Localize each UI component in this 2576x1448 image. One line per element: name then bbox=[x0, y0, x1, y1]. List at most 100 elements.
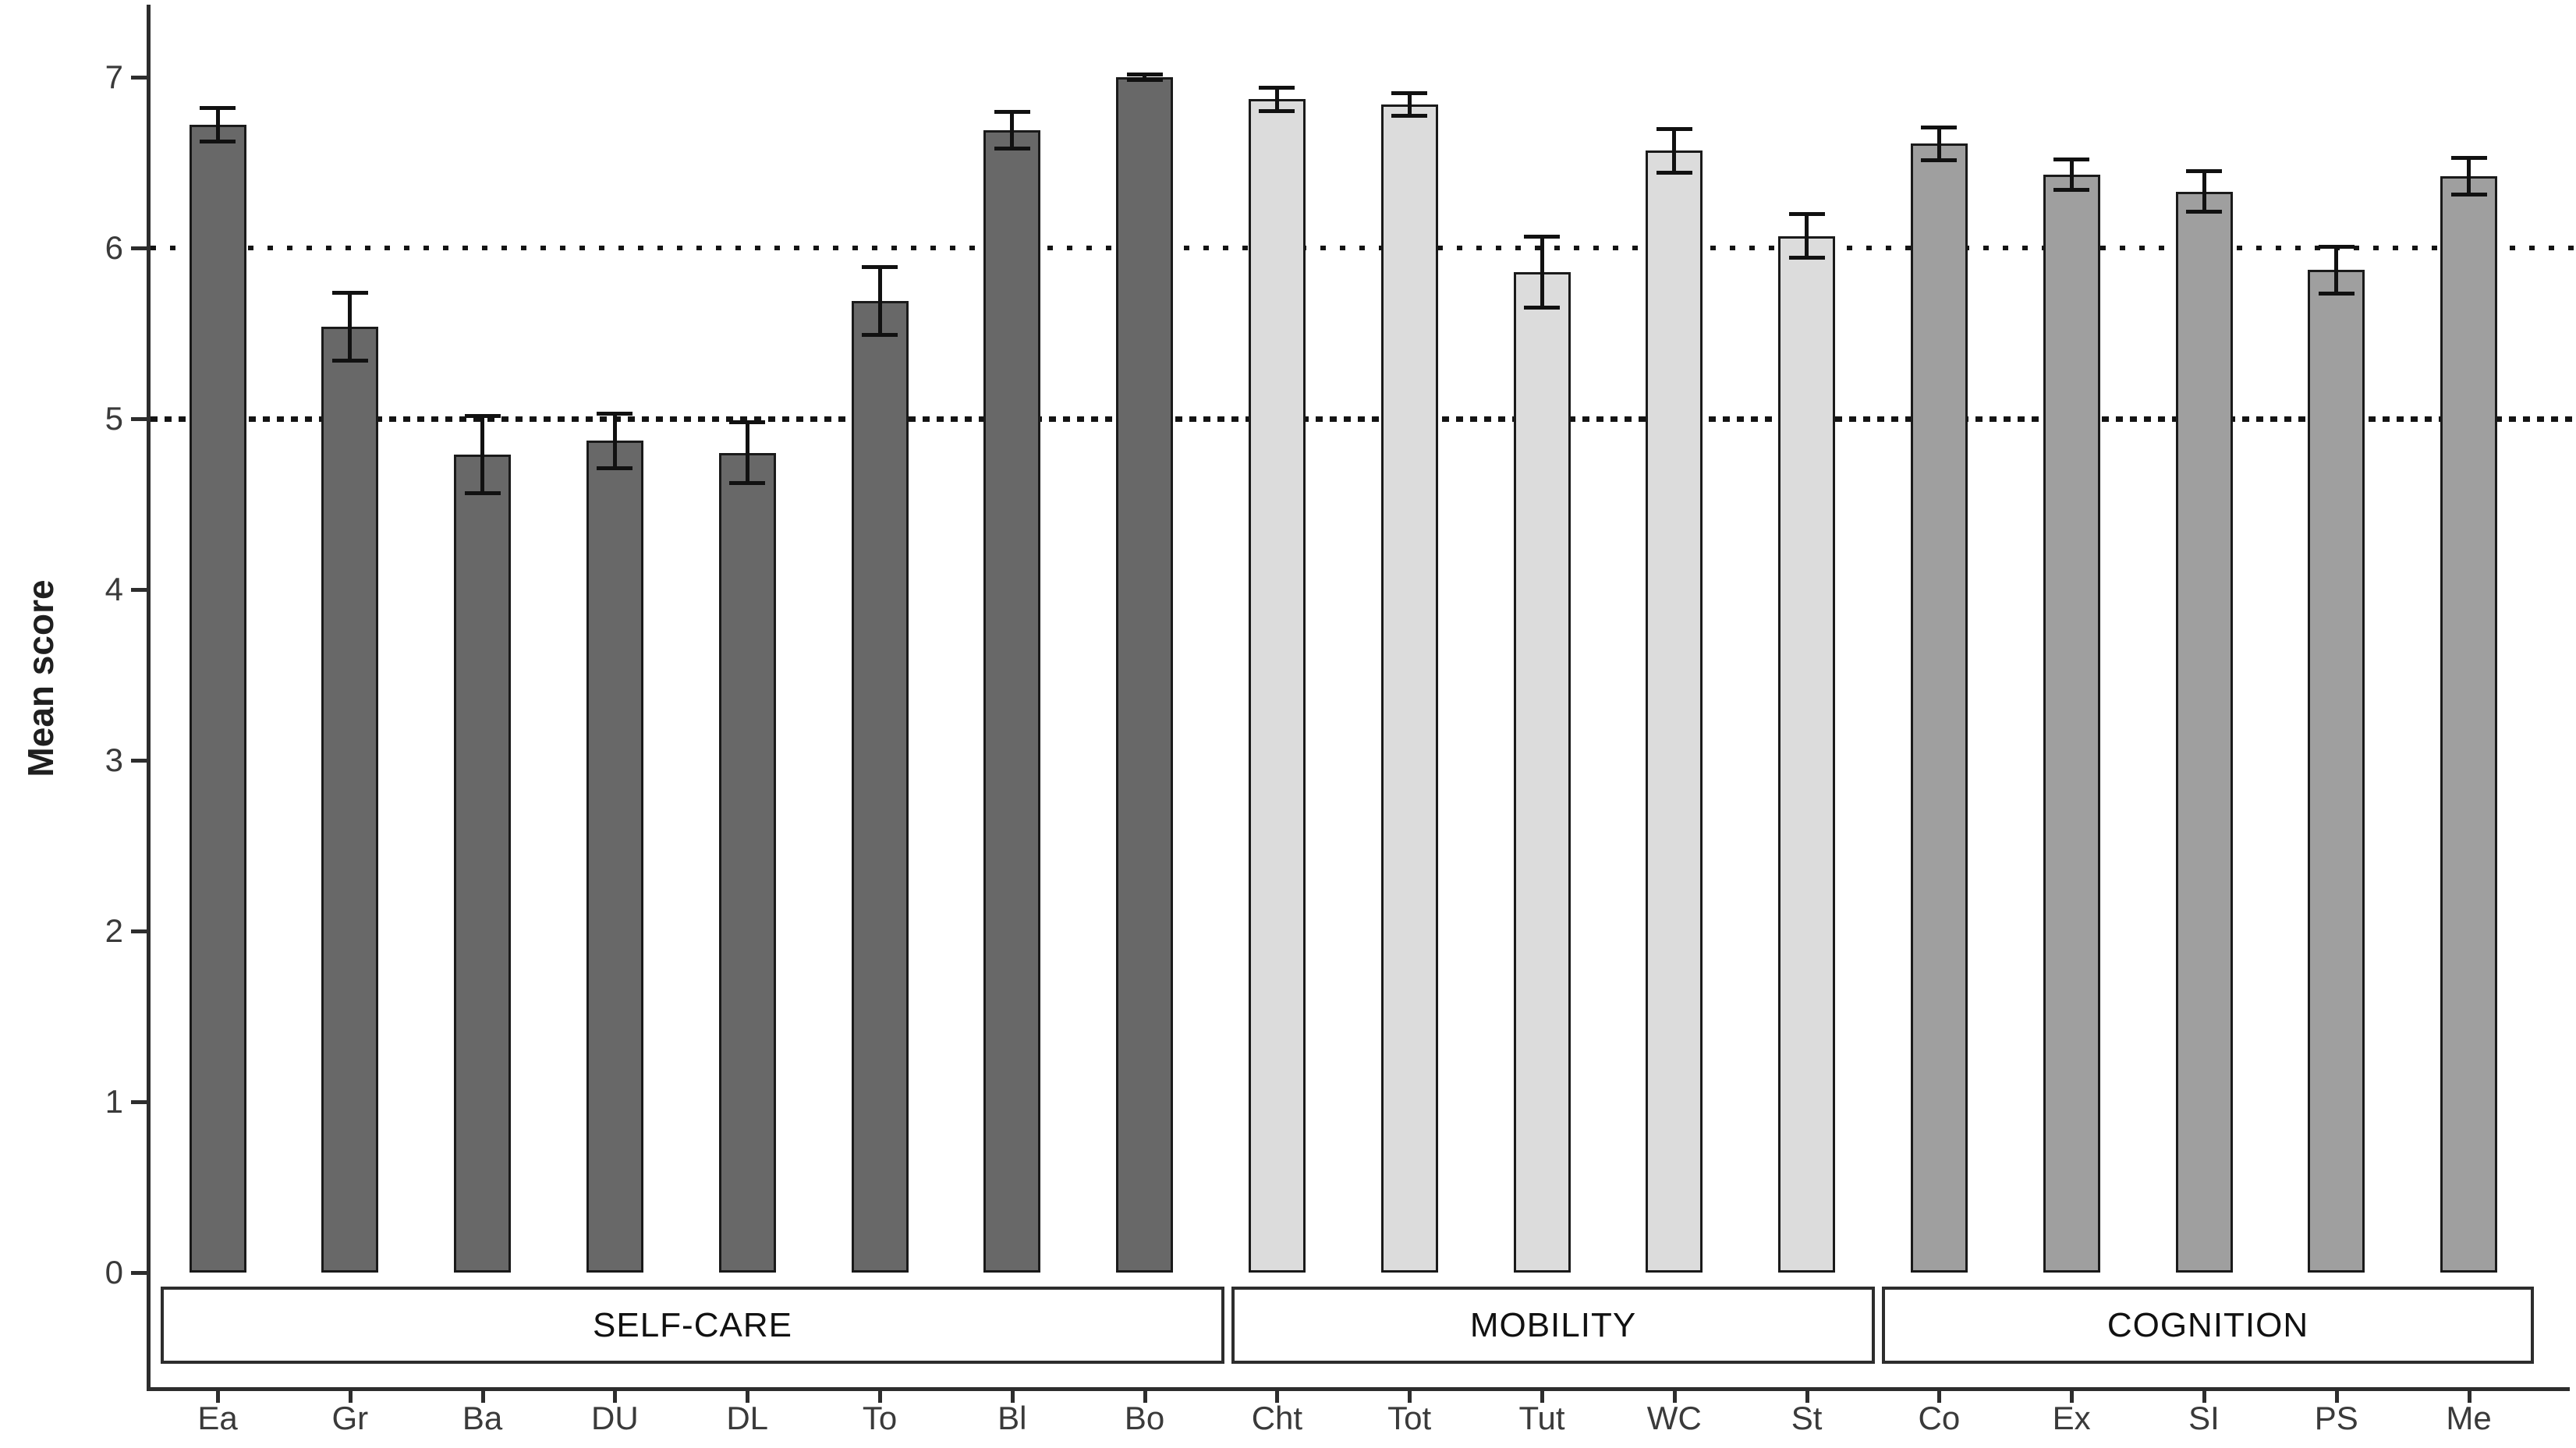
bar-Me bbox=[2440, 176, 2498, 1273]
error-bar-cap-top bbox=[1391, 90, 1428, 95]
y-tick-label: 3 bbox=[105, 742, 123, 778]
x-tick-label-Me: Me bbox=[2446, 1400, 2492, 1436]
x-axis-tick bbox=[1540, 1390, 1544, 1403]
x-axis-tick bbox=[348, 1390, 353, 1403]
y-tick-label: 2 bbox=[105, 912, 123, 949]
group-label: MOBILITY bbox=[1469, 1305, 1637, 1344]
x-axis-tick bbox=[216, 1390, 220, 1403]
error-bar-cap-bottom bbox=[200, 140, 236, 144]
bar-Ex bbox=[2043, 174, 2100, 1273]
x-tick-label-Gr: Gr bbox=[331, 1400, 369, 1436]
bar-Bo bbox=[1116, 77, 1174, 1273]
x-axis-tick bbox=[480, 1390, 485, 1403]
bar-Ea bbox=[189, 125, 246, 1273]
x-tick-label-DL: DL bbox=[726, 1400, 769, 1436]
y-tick-label: 0 bbox=[105, 1254, 123, 1290]
error-bar-cap-bottom bbox=[2318, 292, 2355, 296]
error-bar-cap-top bbox=[1788, 212, 1825, 217]
bar-Tot bbox=[1380, 104, 1438, 1273]
x-tick-label-SI: SI bbox=[2188, 1400, 2220, 1436]
group-label: SELF-CARE bbox=[593, 1305, 792, 1344]
error-bar-line bbox=[480, 415, 485, 494]
y-axis-tick bbox=[131, 929, 147, 933]
x-axis-tick bbox=[1672, 1390, 1677, 1403]
error-bar-cap-top bbox=[1259, 86, 1295, 90]
error-bar-cap-bottom bbox=[1788, 256, 1825, 260]
error-bar-cap-bottom bbox=[1391, 114, 1428, 119]
error-bar-line bbox=[612, 413, 617, 469]
x-axis-tick bbox=[1805, 1390, 1809, 1403]
error-bar-line bbox=[1805, 214, 1809, 259]
error-bar-cap-bottom bbox=[1126, 78, 1163, 83]
group-box-mobility: MOBILITY bbox=[1231, 1287, 1875, 1364]
bar-DL bbox=[718, 452, 776, 1273]
error-bar-line bbox=[1143, 73, 1147, 81]
error-bar-line bbox=[215, 108, 220, 143]
bar-PS bbox=[2308, 270, 2365, 1273]
error-bar-line bbox=[1936, 126, 1941, 161]
bar-St bbox=[1778, 235, 1836, 1273]
error-bar-cap-bottom bbox=[2450, 193, 2487, 197]
bar-Cht bbox=[1248, 99, 1306, 1273]
error-bar-line bbox=[1540, 235, 1544, 308]
x-tick-label-Co: Co bbox=[1918, 1400, 1961, 1436]
error-bar-cap-top bbox=[2053, 158, 2090, 162]
y-axis-tick bbox=[131, 759, 147, 763]
error-bar-cap-top bbox=[1524, 234, 1560, 239]
x-tick-label-Ex: Ex bbox=[2052, 1400, 2091, 1436]
x-tick-label-Bo: Bo bbox=[1124, 1400, 1165, 1436]
error-bar-cap-top bbox=[994, 109, 1030, 114]
y-axis-tick bbox=[131, 246, 147, 250]
x-tick-label-Tot: Tot bbox=[1387, 1400, 1432, 1436]
error-bar-cap-top bbox=[729, 420, 766, 425]
y-tick-label: 6 bbox=[105, 229, 123, 266]
bar-SI bbox=[2175, 191, 2233, 1273]
y-tick-label: 1 bbox=[105, 1083, 123, 1120]
x-axis-tick bbox=[1010, 1390, 1015, 1403]
x-axis-tick bbox=[2202, 1390, 2206, 1403]
x-axis-tick bbox=[2334, 1390, 2339, 1403]
bar-To bbox=[851, 300, 909, 1273]
group-label: COGNITION bbox=[2107, 1305, 2309, 1344]
bar-Bl bbox=[983, 129, 1041, 1273]
group-box-self-care: SELF-CARE bbox=[161, 1287, 1224, 1364]
error-bar-cap-bottom bbox=[729, 481, 766, 486]
error-bar-cap-bottom bbox=[2186, 210, 2222, 214]
x-tick-label-PS: PS bbox=[2314, 1400, 2358, 1436]
x-tick-label-Ea: Ea bbox=[197, 1400, 238, 1436]
y-tick-label: 4 bbox=[105, 571, 123, 607]
error-bar-line bbox=[2334, 246, 2339, 295]
error-bar-cap-bottom bbox=[1524, 305, 1560, 310]
y-tick-label: 5 bbox=[105, 400, 123, 437]
error-bar-cap-bottom bbox=[597, 466, 633, 470]
x-axis-tick bbox=[1937, 1390, 1942, 1403]
error-bar-line bbox=[1274, 87, 1279, 112]
y-axis-tick bbox=[131, 1100, 147, 1104]
reference-line-5 bbox=[151, 416, 2576, 422]
error-bar-cap-top bbox=[862, 265, 898, 270]
x-axis-tick bbox=[1275, 1390, 1280, 1403]
x-axis-tick bbox=[878, 1390, 882, 1403]
x-axis-tick bbox=[1143, 1390, 1147, 1403]
bar-Ba bbox=[454, 454, 512, 1273]
error-bar-cap-top bbox=[2450, 155, 2487, 160]
x-axis-tick bbox=[1408, 1390, 1412, 1403]
error-bar-cap-bottom bbox=[331, 358, 368, 363]
bar-Tut bbox=[1513, 271, 1571, 1273]
error-bar-line bbox=[2069, 159, 2074, 190]
x-axis-tick bbox=[2070, 1390, 2075, 1403]
error-bar-cap-top bbox=[1656, 126, 1692, 131]
x-tick-label-Bl: Bl bbox=[997, 1400, 1027, 1436]
x-axis-tick bbox=[2467, 1390, 2471, 1403]
y-axis-tick bbox=[131, 417, 147, 421]
error-bar-cap-bottom bbox=[994, 146, 1030, 150]
bar-WC bbox=[1646, 150, 1703, 1273]
x-tick-label-Tut: Tut bbox=[1518, 1400, 1565, 1436]
error-bar-line bbox=[2467, 157, 2471, 196]
error-bar-cap-top bbox=[331, 290, 368, 295]
error-bar-line bbox=[348, 292, 353, 361]
error-bar-cap-bottom bbox=[862, 332, 898, 337]
x-tick-label-Ba: Ba bbox=[462, 1400, 503, 1436]
error-bar-line bbox=[877, 267, 882, 335]
x-axis-line bbox=[147, 1387, 2570, 1391]
